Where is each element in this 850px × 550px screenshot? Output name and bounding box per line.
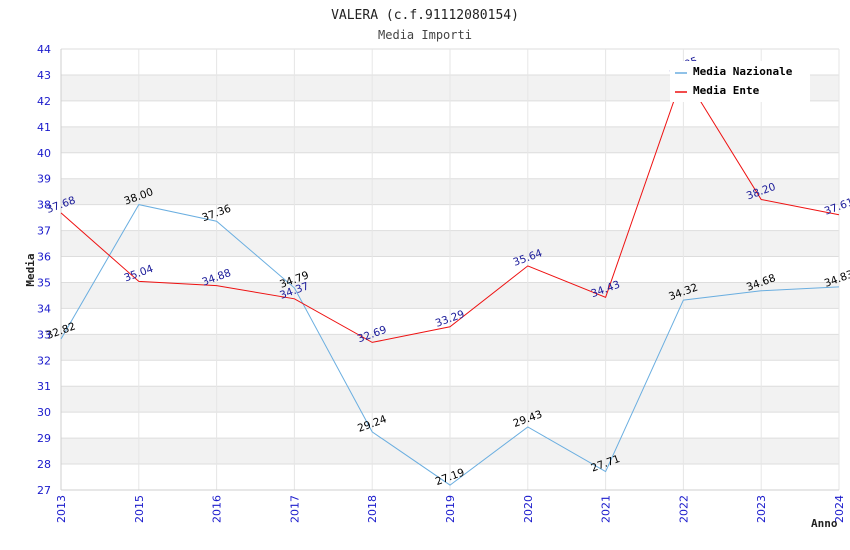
y-tick-label: 34 (37, 302, 51, 315)
x-tick-label: 2017 (288, 495, 301, 523)
chart-title: VALERA (c.f.91112080154) (331, 8, 519, 23)
legend-label-media-ente: Media Ente (693, 84, 760, 97)
y-tick-label: 27 (37, 484, 51, 497)
x-axis-ticks: 2013 2015 2016 2017 2018 2019 2020 2021 2022 2023… (55, 495, 846, 523)
chart-subtitle: Media Importi (378, 28, 472, 42)
y-tick-label: 35 (37, 276, 51, 289)
y-axis-label: Media (24, 253, 37, 286)
x-tick-label: 2023 (755, 495, 768, 523)
y-tick-label: 33 (37, 328, 51, 341)
y-tick-label: 42 (37, 95, 51, 108)
y-tick-label: 44 (37, 43, 51, 56)
x-tick-label: 2015 (133, 495, 146, 523)
axes (60, 49, 839, 491)
x-tick-label: 2022 (677, 495, 690, 523)
y-tick-label: 31 (37, 380, 51, 393)
legend-label-media-nazionale: Media Nazionale (693, 65, 793, 78)
x-tick-label: 2019 (444, 495, 457, 523)
y-tick-label: 43 (37, 69, 51, 82)
x-tick-label: 2021 (600, 495, 613, 523)
x-tick-label: 2013 (55, 495, 68, 523)
legend-background (670, 61, 810, 102)
x-tick-label: 2018 (366, 495, 379, 523)
legend: Media Nazionale Media Ente (670, 61, 810, 102)
x-tick-label: 2020 (522, 495, 535, 523)
y-axis-ticks: 27 28 29 30 31 32 33 34 35 36 37 38 39 40 41 42 43 44 (37, 43, 51, 497)
y-tick-label: 36 (37, 251, 51, 264)
y-tick-label: 37 (37, 225, 51, 238)
y-tick-label: 41 (37, 121, 51, 134)
y-tick-label: 40 (37, 147, 51, 160)
x-tick-label: 2016 (211, 495, 224, 523)
x-tick-label: 2024 (833, 495, 846, 523)
y-tick-label: 38 (37, 199, 51, 212)
grid-lines (60, 48, 840, 491)
series-lines (60, 72, 840, 486)
x-axis-label: Anno (811, 517, 838, 530)
y-tick-label: 28 (37, 458, 51, 471)
y-tick-label: 30 (37, 406, 51, 419)
series-line-media-nazionale (60, 204, 840, 486)
series-line-media-ente (60, 72, 840, 343)
y-tick-label: 29 (37, 432, 51, 445)
y-tick-label: 39 (37, 173, 51, 186)
y-tick-label: 32 (37, 354, 51, 367)
data-labels: 32.8238.0037.3634.7929.2427.1929.4327.71… (45, 55, 850, 488)
